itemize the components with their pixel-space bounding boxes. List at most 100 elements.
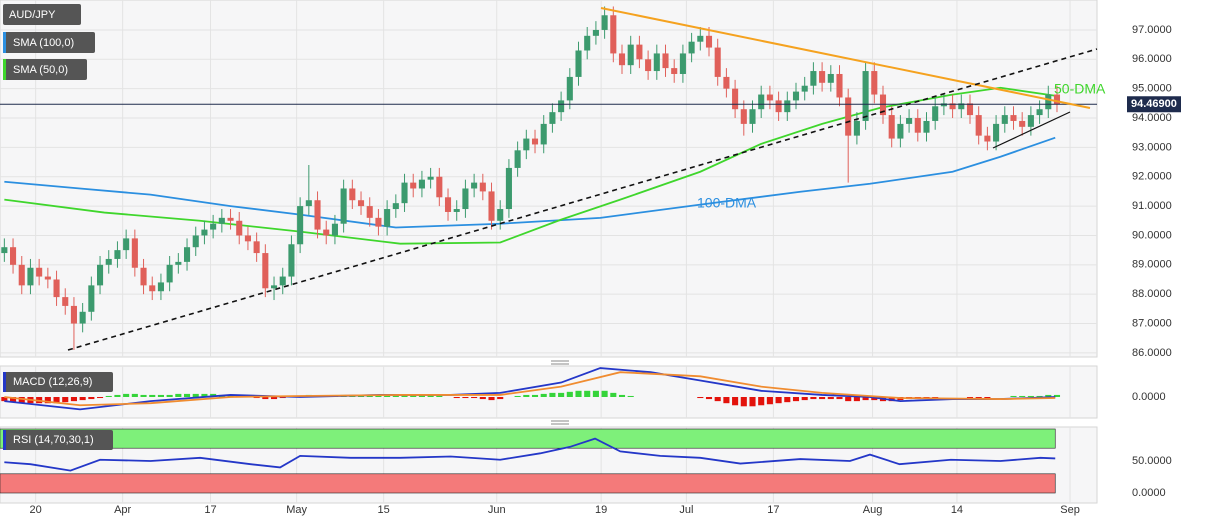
candle-body — [201, 229, 208, 236]
sma-line — [4, 136, 1056, 229]
y-tick-label: 50.0000 — [1132, 455, 1172, 467]
candle-body — [862, 71, 869, 121]
indicator-tag[interactable] — [3, 372, 113, 392]
candle-body — [1036, 109, 1043, 116]
candle-body — [897, 123, 904, 139]
candle-body — [584, 35, 591, 51]
candle-body — [801, 85, 808, 92]
indicator-tag[interactable] — [3, 430, 113, 450]
sma100-annotation: 100-DMA — [697, 195, 757, 211]
macd-bar — [810, 397, 817, 400]
candle-body — [723, 76, 730, 89]
overbought-band — [0, 428, 1056, 449]
candle-body — [479, 182, 486, 192]
macd-bar — [227, 394, 234, 397]
candle-body — [392, 203, 399, 210]
candle-body — [166, 264, 173, 283]
legend-label: SMA (50,0) — [13, 64, 68, 76]
candle-body — [645, 59, 652, 72]
macd-bar — [627, 395, 634, 397]
y-tick-label: 95.0000 — [1132, 83, 1172, 95]
macd-bar — [723, 397, 730, 404]
y-tick-label: 91.0000 — [1132, 200, 1172, 212]
candle-body — [331, 223, 338, 236]
candle-body — [827, 73, 834, 83]
candle-body — [1027, 115, 1034, 127]
candle-body — [270, 285, 278, 289]
candle-body — [636, 44, 643, 60]
macd-bar — [1019, 395, 1026, 397]
candle-body — [357, 200, 365, 207]
macd-bar — [140, 394, 147, 397]
candle-body — [96, 264, 104, 286]
macd-bar — [105, 395, 112, 397]
candle-body — [940, 103, 947, 107]
candle-body — [523, 138, 530, 151]
candle-body — [366, 206, 373, 218]
x-tick-label: 17 — [767, 504, 779, 516]
macd-bar — [453, 397, 460, 399]
candle-body — [183, 247, 191, 262]
candle-body — [784, 100, 791, 113]
candle-body — [984, 135, 991, 142]
macd-bar — [18, 397, 25, 404]
macd-bar — [584, 390, 591, 397]
candle-body — [44, 276, 51, 280]
macd-bar — [618, 394, 626, 397]
macd-bar — [697, 397, 704, 399]
candle-body — [488, 191, 495, 221]
macd-bar — [462, 397, 469, 399]
indicator-label: MACD (12,26,9) — [13, 376, 92, 388]
macd-bar — [540, 393, 547, 397]
candle-body — [314, 200, 321, 230]
candle-body — [505, 167, 512, 210]
macd-bar — [1027, 395, 1034, 397]
macd-bar — [1, 397, 8, 402]
macd-bar — [183, 393, 191, 397]
macd-bar — [10, 397, 17, 403]
candle-body — [175, 261, 182, 265]
candle-body — [53, 279, 60, 298]
macd-bar — [96, 397, 104, 399]
macd-bar — [427, 394, 434, 397]
candle-body — [966, 103, 974, 116]
symbol: AUD/JPY — [9, 9, 56, 21]
splitter[interactable] — [551, 360, 569, 365]
resistance-line — [600, 7, 1091, 109]
support-line — [67, 48, 1098, 351]
macd-bar — [966, 397, 974, 399]
macd-bar — [192, 393, 199, 397]
candle-body — [79, 311, 86, 324]
y-tick-label: 0.0000 — [1132, 391, 1166, 403]
macd-bar — [827, 397, 834, 400]
candle-body — [775, 100, 782, 113]
macd-bar — [819, 397, 826, 400]
macd-line — [4, 367, 1056, 411]
macd-line — [4, 371, 1056, 407]
legend-swatch — [3, 32, 6, 53]
candle-body — [627, 44, 634, 66]
candle-body — [549, 112, 556, 124]
indicator-swatch — [3, 372, 6, 392]
symbol-tag[interactable] — [3, 4, 81, 25]
candle-body — [697, 35, 704, 42]
macd-bar — [375, 395, 382, 397]
legend-label: SMA (100,0) — [13, 37, 74, 49]
candle-body — [749, 109, 756, 124]
y-tick-label: 96.0000 — [1132, 53, 1172, 65]
candle-body — [244, 235, 251, 242]
legend-tag[interactable] — [3, 59, 87, 80]
candle-body — [62, 297, 69, 306]
macd-bar — [79, 397, 86, 401]
splitter[interactable] — [551, 420, 569, 425]
candle-body — [471, 182, 478, 189]
candle-body — [879, 94, 887, 116]
macd-bar — [53, 397, 60, 404]
legend-tag[interactable] — [3, 32, 95, 53]
candle-body — [375, 217, 382, 227]
candle-body — [923, 120, 930, 133]
x-tick-label: 14 — [951, 504, 963, 516]
candle-body — [732, 88, 739, 110]
macd-bar — [1036, 395, 1043, 397]
candle-body — [262, 253, 269, 289]
